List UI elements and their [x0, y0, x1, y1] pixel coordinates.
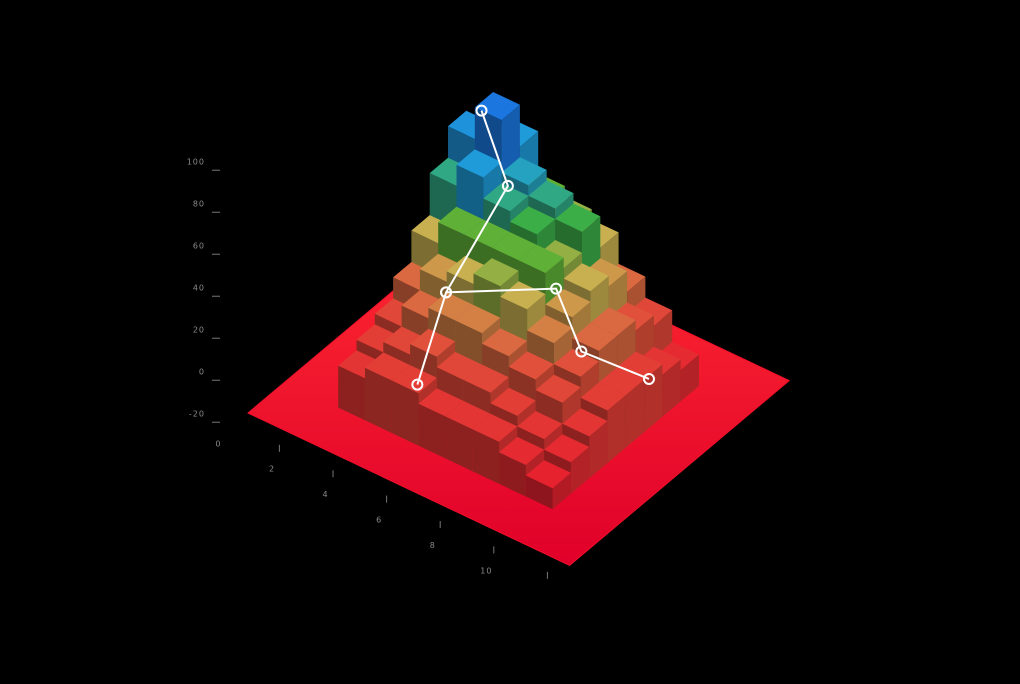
bar-top: [580, 382, 626, 411]
z-tick-label: 40: [193, 284, 205, 293]
bar-side: [644, 364, 663, 433]
bar-top: [518, 244, 564, 273]
bar-top: [499, 436, 545, 465]
x-tick-label: 0: [215, 439, 221, 448]
line-point: [643, 372, 655, 385]
bar-top: [501, 157, 547, 186]
bar-top: [410, 328, 456, 357]
bar-top: [508, 351, 554, 380]
bar-top: [517, 411, 563, 440]
bar-side: [391, 380, 419, 446]
line-point: [440, 286, 453, 299]
bar-top: [445, 401, 491, 430]
bar-top: [635, 346, 681, 375]
bar-side: [338, 365, 365, 421]
bar-top: [483, 183, 529, 212]
x-tick-label: 10: [480, 566, 492, 575]
bar-top: [438, 206, 484, 235]
bar-top: [491, 232, 537, 261]
bar-side: [365, 367, 392, 433]
bar-top: [599, 367, 645, 396]
bar-side: [662, 359, 681, 417]
bar-top: [473, 258, 519, 287]
bar-top: [555, 203, 601, 232]
bar-top: [627, 297, 673, 326]
bar-top: [510, 206, 556, 235]
line-point: [475, 104, 488, 117]
bar-side: [589, 421, 608, 479]
bar-top: [528, 180, 574, 209]
z-tick-label: 0: [199, 368, 205, 377]
bar-top: [617, 351, 663, 380]
bar-top: [562, 408, 608, 437]
bar-side: [499, 452, 526, 497]
bar-top: [545, 289, 591, 318]
bar-top: [465, 219, 511, 248]
bar-top: [563, 263, 609, 292]
bar-top: [474, 92, 520, 121]
bar-top: [525, 460, 571, 489]
bar-top: [428, 292, 474, 321]
z-tick-label: 60: [193, 242, 205, 251]
bar-top: [653, 341, 699, 370]
bar-top: [365, 352, 411, 381]
bar-top: [544, 434, 590, 463]
bar-side: [445, 416, 473, 472]
bar-top: [582, 258, 628, 287]
line: [446, 287, 650, 380]
z-tick-label: 20: [193, 326, 205, 335]
bar-top: [490, 387, 536, 416]
line: [416, 110, 509, 385]
bar-top: [527, 315, 573, 344]
bar-side: [680, 354, 699, 402]
bar-top: [535, 374, 581, 403]
bar-top: [553, 348, 599, 377]
bar-top: [391, 365, 437, 394]
bar-top: [500, 281, 546, 310]
x-tick-label: 8: [430, 541, 436, 550]
bar-top: [536, 240, 582, 269]
line-point: [501, 179, 514, 192]
x-tick-label: 4: [323, 490, 329, 499]
z-tick-label: -20: [189, 410, 205, 419]
line-point: [575, 345, 588, 358]
line-point: [550, 282, 563, 295]
z-tick-label: 100: [187, 158, 205, 167]
bar-top: [436, 351, 482, 380]
bar-top: [418, 388, 464, 417]
bar-top: [482, 328, 528, 357]
bar-side: [472, 429, 499, 484]
z-tick-label: 80: [193, 200, 205, 209]
bar-top: [455, 305, 501, 334]
bar-side: [418, 403, 446, 459]
x-tick-label: 2: [269, 465, 275, 474]
line-point: [411, 378, 424, 391]
bar-top: [590, 307, 636, 336]
bar-top: [472, 413, 518, 442]
bar-side: [525, 475, 553, 510]
bar-top: [572, 322, 618, 351]
bar-side: [552, 472, 571, 510]
bar-top: [608, 302, 654, 331]
bar-side: [625, 379, 645, 448]
bar: [525, 460, 571, 510]
bar-side: [607, 395, 626, 463]
bar-top: [463, 364, 509, 393]
x-tick-label: 6: [376, 516, 382, 525]
bar-side: [570, 446, 590, 494]
bar-top: [456, 149, 502, 178]
